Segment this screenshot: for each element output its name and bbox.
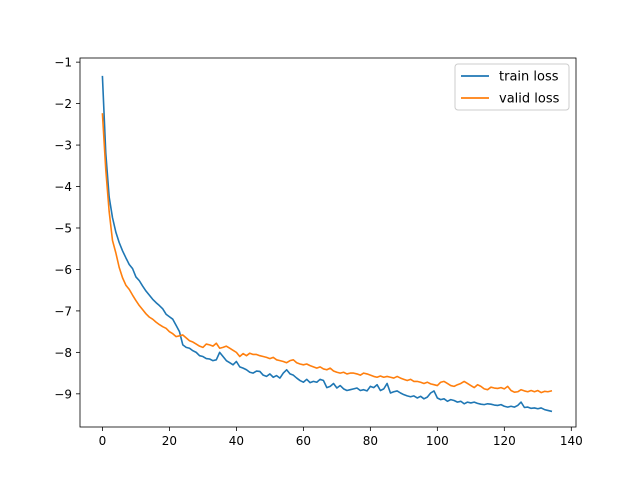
x-tick-label: 40 [229, 434, 244, 448]
y-tick-label: −1 [54, 56, 72, 70]
x-tick-label: 140 [560, 434, 583, 448]
x-tick-label: 80 [363, 434, 378, 448]
y-tick-label: −5 [54, 221, 72, 235]
plot-frame [79, 57, 577, 428]
series-line-valid-loss [101, 113, 553, 394]
x-tick-label: 120 [493, 434, 516, 448]
axis-ticks: 0 20 40 60 80 100 120 140 −1 −2 −3 −4 −5 −6 −7 −8 −9 [54, 56, 582, 448]
y-tick-label: −8 [54, 346, 72, 360]
plot-series [101, 75, 553, 413]
x-tick-label: 60 [296, 434, 311, 448]
legend-label-valid-loss: valid loss [499, 92, 560, 107]
x-tick-label: 20 [162, 434, 177, 448]
y-tick-label: −2 [54, 97, 72, 111]
y-tick-label: −9 [54, 387, 72, 401]
y-tick-label: −3 [54, 139, 72, 153]
y-tick-label: −6 [54, 263, 72, 277]
legend: train loss valid loss [454, 63, 570, 111]
y-tick-label: −4 [54, 180, 72, 194]
y-tick-label: −7 [54, 304, 72, 318]
x-tick-label: 0 [99, 434, 107, 448]
legend-label-train-loss: train loss [499, 70, 559, 85]
series-line-train-loss [101, 75, 553, 413]
x-tick-label: 100 [426, 434, 449, 448]
